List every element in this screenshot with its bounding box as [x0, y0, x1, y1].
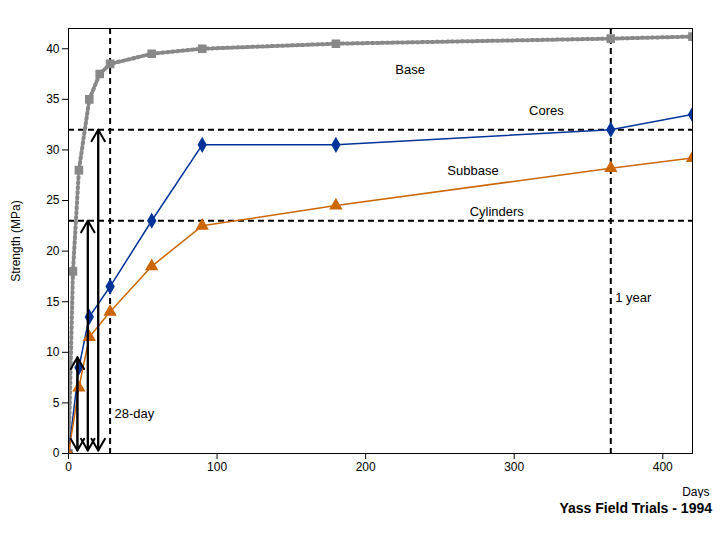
- svg-text:Days: Days: [682, 485, 709, 499]
- svg-text:0: 0: [65, 460, 72, 474]
- svg-text:25: 25: [46, 193, 60, 207]
- svg-text:35: 35: [46, 92, 60, 106]
- svg-text:Cores: Cores: [529, 103, 564, 118]
- svg-text:100: 100: [207, 460, 227, 474]
- svg-text:20: 20: [46, 244, 60, 258]
- svg-text:Base: Base: [395, 62, 425, 77]
- svg-text:Cylinders: Cylinders: [470, 204, 525, 219]
- svg-text:10: 10: [46, 345, 60, 359]
- svg-text:15: 15: [46, 295, 60, 309]
- svg-text:Subbase: Subbase: [447, 163, 498, 178]
- svg-text:1 year: 1 year: [615, 290, 652, 305]
- svg-text:30: 30: [46, 143, 60, 157]
- html-text:Yass Field Trials - 1994: Yass Field Trials - 1994: [559, 500, 712, 516]
- svg-text:300: 300: [504, 460, 524, 474]
- svg-text:28-day: 28-day: [115, 406, 155, 421]
- svg-text:5: 5: [53, 396, 60, 410]
- svg-text:40: 40: [46, 42, 60, 56]
- svg-text:400: 400: [653, 460, 673, 474]
- svg-text:0: 0: [53, 446, 60, 460]
- svg-text:Strength (MPa): Strength (MPa): [9, 200, 23, 281]
- svg-text:200: 200: [356, 460, 376, 474]
